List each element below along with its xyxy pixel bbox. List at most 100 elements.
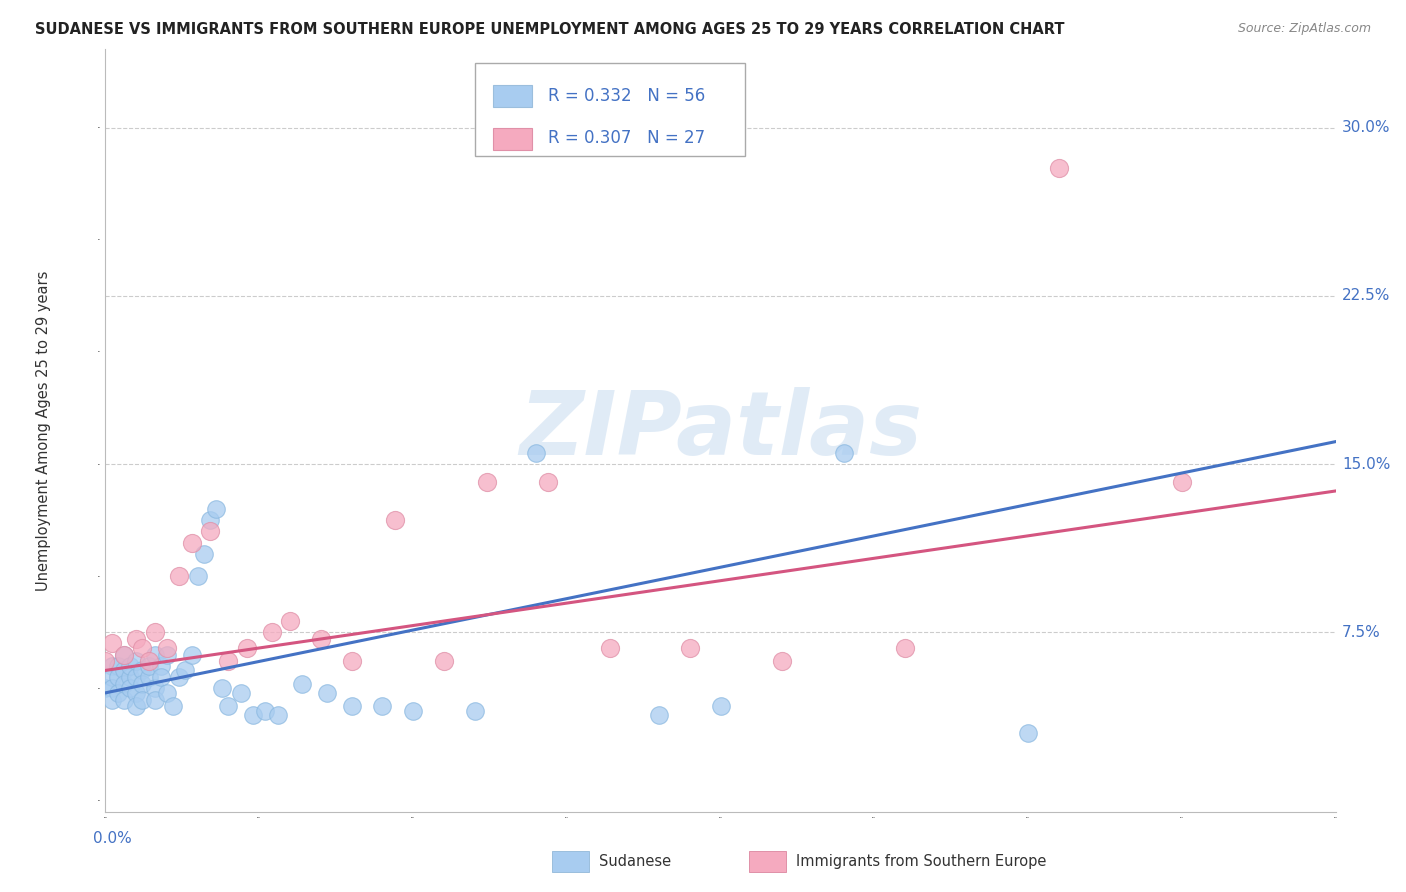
Point [187, 569, 209, 583]
Point [524, 446, 547, 460]
Point [832, 446, 855, 460]
Point [537, 475, 560, 489]
Point [169, 670, 191, 684]
Point [198, 513, 221, 527]
Point [384, 513, 406, 527]
Point [131, 692, 153, 706]
Point [100, 670, 122, 684]
Point [599, 640, 621, 655]
Point [278, 614, 301, 628]
Point [169, 569, 191, 583]
Point [433, 655, 456, 669]
Text: 30.0%: 30.0% [1341, 120, 1391, 135]
Point [218, 655, 240, 669]
Point [125, 686, 148, 700]
Point [120, 681, 141, 696]
Point [125, 655, 148, 669]
FancyBboxPatch shape [749, 851, 786, 872]
Point [131, 640, 153, 655]
Point [149, 659, 172, 673]
Point [260, 625, 283, 640]
Point [107, 659, 129, 673]
Point [236, 640, 259, 655]
Point [149, 670, 172, 684]
Point [205, 502, 228, 516]
Point [112, 677, 135, 691]
Text: SUDANESE VS IMMIGRANTS FROM SOUTHERN EUROPE UNEMPLOYMENT AMONG AGES 25 TO 29 YEA: SUDANESE VS IMMIGRANTS FROM SOUTHERN EUR… [35, 22, 1064, 37]
Text: Immigrants from Southern Europe: Immigrants from Southern Europe [796, 854, 1046, 869]
Text: 7.5%: 7.5% [1341, 624, 1381, 640]
Point [112, 664, 135, 678]
Point [1171, 475, 1194, 489]
Point [112, 648, 135, 662]
Point [162, 699, 184, 714]
Point [131, 677, 153, 691]
Point [125, 632, 148, 646]
Point [648, 708, 671, 723]
Point [193, 547, 215, 561]
Text: R = 0.332   N = 56: R = 0.332 N = 56 [548, 87, 706, 104]
Point [100, 681, 122, 696]
Point [112, 648, 135, 662]
Point [770, 655, 793, 669]
Text: 15.0%: 15.0% [1341, 457, 1391, 472]
Point [229, 686, 252, 700]
Point [1047, 161, 1070, 175]
Point [340, 655, 363, 669]
Point [94, 655, 117, 669]
Point [100, 692, 122, 706]
Text: 0.0%: 0.0% [93, 830, 132, 846]
Point [218, 699, 240, 714]
Point [131, 664, 153, 678]
Point [94, 681, 117, 696]
Point [125, 699, 148, 714]
Point [100, 636, 122, 650]
Point [679, 640, 702, 655]
FancyBboxPatch shape [494, 128, 533, 150]
Point [315, 686, 337, 700]
Point [156, 640, 179, 655]
Point [138, 659, 160, 673]
Point [267, 708, 290, 723]
Point [894, 640, 917, 655]
Point [100, 659, 122, 673]
Text: Source: ZipAtlas.com: Source: ZipAtlas.com [1237, 22, 1371, 36]
Point [340, 699, 363, 714]
Point [156, 686, 179, 700]
FancyBboxPatch shape [553, 851, 589, 872]
Point [107, 670, 129, 684]
Point [710, 699, 733, 714]
Text: Unemployment Among Ages 25 to 29 years: Unemployment Among Ages 25 to 29 years [37, 270, 52, 591]
Point [120, 670, 141, 684]
Point [180, 648, 202, 662]
Text: ZIPatlas: ZIPatlas [519, 387, 922, 474]
Point [143, 681, 166, 696]
Point [112, 692, 135, 706]
Point [242, 708, 264, 723]
Point [107, 686, 129, 700]
Point [198, 524, 221, 539]
Point [156, 648, 179, 662]
Point [174, 664, 197, 678]
Point [211, 681, 233, 696]
Text: R = 0.307   N = 27: R = 0.307 N = 27 [548, 129, 706, 147]
Point [291, 677, 314, 691]
Point [120, 659, 141, 673]
Text: 22.5%: 22.5% [1341, 288, 1391, 303]
Point [180, 535, 202, 549]
FancyBboxPatch shape [475, 62, 745, 156]
Point [138, 655, 160, 669]
Point [464, 704, 486, 718]
Point [254, 704, 277, 718]
FancyBboxPatch shape [494, 85, 533, 107]
Text: Sudanese: Sudanese [599, 854, 671, 869]
Point [143, 648, 166, 662]
Point [475, 475, 498, 489]
Point [143, 625, 166, 640]
Point [402, 704, 425, 718]
Point [138, 670, 160, 684]
Point [143, 692, 166, 706]
Point [371, 699, 394, 714]
Point [309, 632, 332, 646]
Point [1017, 726, 1039, 740]
